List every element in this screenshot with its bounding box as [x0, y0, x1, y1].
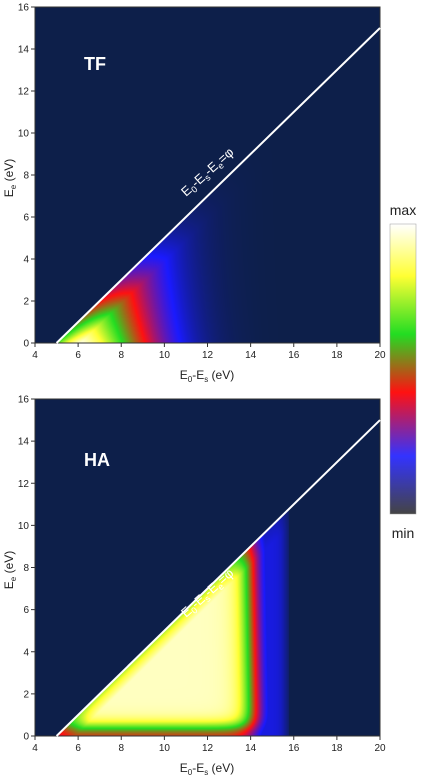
y-axis-label-ha: Ee (eV) — [2, 551, 18, 589]
x-tick-label: 14 — [245, 350, 257, 361]
x-tick-label: 14 — [245, 743, 257, 754]
colorbar-gradient — [389, 223, 417, 515]
x-tick-label: 8 — [118, 350, 124, 361]
y-tick-label: 6 — [23, 213, 29, 224]
y-tick-label: 2 — [23, 689, 29, 700]
x-tick-label: 18 — [331, 743, 343, 754]
y-tick-label: 2 — [23, 297, 29, 308]
x-axis-label-ha: E0-Es (eV) — [180, 761, 234, 777]
y-tick-label: 12 — [18, 87, 30, 98]
y-tick-label: 16 — [18, 395, 30, 406]
y-tick-label: 4 — [23, 255, 29, 266]
x-tick-label: 6 — [75, 743, 81, 754]
x-tick-label: 8 — [118, 743, 124, 754]
panel-label-tf: TF — [84, 54, 106, 74]
colorbar: max min — [389, 202, 417, 541]
x-tick-label: 20 — [374, 350, 386, 361]
heatmap-image-tf — [35, 7, 380, 343]
x-tick-label: 10 — [159, 350, 171, 361]
chart-panel-ha: HA 4 6 8 10 12 14 16 18 20 0 2 4 6 8 10 12 14 16 E0-Es (e… — [2, 395, 386, 778]
colorbar-max-label: max — [390, 202, 416, 218]
y-axis-label-tf: Ee (eV) — [2, 159, 18, 197]
y-tick-label: 10 — [18, 129, 30, 140]
y-tick-label: 4 — [23, 647, 29, 658]
x-tick-label: 12 — [202, 743, 214, 754]
x-tick-label: 4 — [32, 743, 38, 754]
threshold-line-ha — [55, 419, 381, 737]
x-tick-label: 16 — [288, 350, 300, 361]
threshold-line-tf — [55, 27, 381, 344]
y-tick-label: 14 — [18, 437, 30, 448]
x-tick-label: 10 — [159, 743, 171, 754]
axis-ticks-tf: 4 6 8 10 12 14 16 18 20 0 2 4 6 8 10 12 14 16 — [18, 3, 386, 362]
x-tick-label: 20 — [374, 743, 386, 754]
y-tick-label: 6 — [23, 605, 29, 616]
heatmap-image-ha — [35, 399, 380, 736]
y-tick-label: 10 — [18, 521, 30, 532]
x-tick-label: 16 — [288, 743, 300, 754]
colorbar-min-label: min — [392, 525, 415, 541]
x-axis-label-tf: E0-Es (eV) — [180, 368, 234, 384]
y-tick-label: 8 — [23, 171, 29, 182]
y-tick-label: 12 — [18, 479, 30, 490]
x-tick-label: 4 — [32, 350, 38, 361]
axis-ticks-ha: 4 6 8 10 12 14 16 18 20 0 2 4 6 8 10 12 14 16 — [18, 395, 386, 755]
panel-label-ha: HA — [84, 450, 110, 470]
y-tick-label: 14 — [18, 45, 30, 56]
chart-panel-tf: TF 4 6 8 10 12 14 16 18 20 0 2 4 6 8 10 12 14 16 E0-Es (e… — [2, 3, 386, 385]
y-tick-label: 8 — [23, 563, 29, 574]
y-tick-label: 0 — [23, 339, 29, 350]
y-tick-label: 0 — [23, 732, 29, 743]
x-tick-label: 6 — [75, 350, 81, 361]
x-tick-label: 18 — [331, 350, 343, 361]
y-tick-label: 16 — [18, 3, 30, 14]
x-tick-label: 12 — [202, 350, 214, 361]
